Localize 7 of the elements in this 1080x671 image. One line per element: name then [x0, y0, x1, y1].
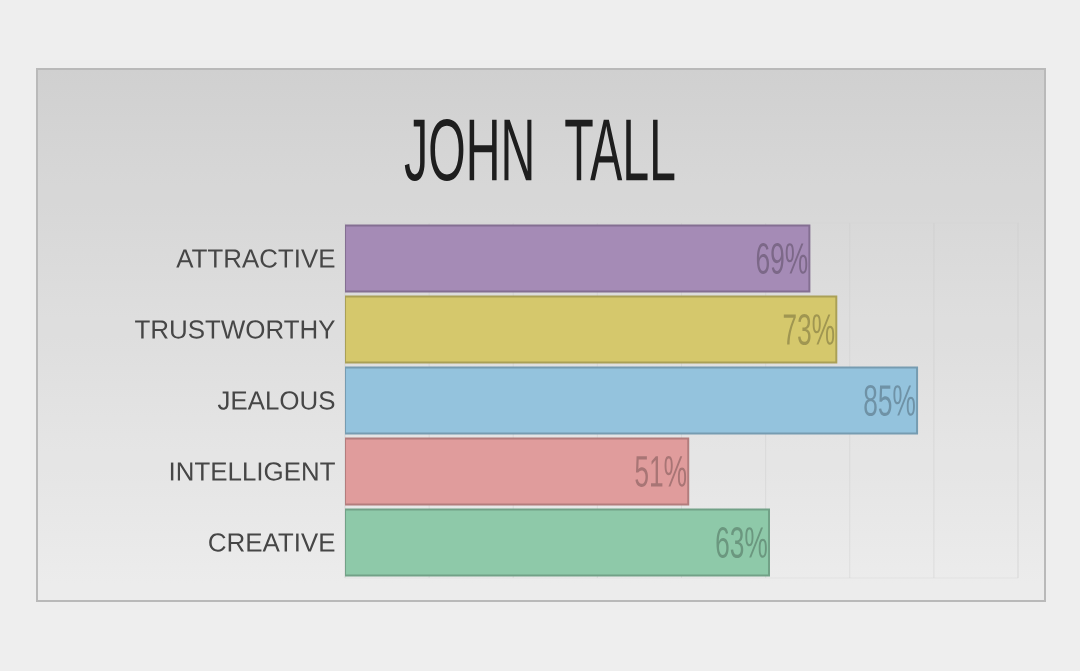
- y-tick-label: CREATIVE: [209, 533, 335, 552]
- y-tick-label: INTELLIGENT: [170, 462, 335, 481]
- y-tick-label: ATTRACTIVE: [176, 249, 335, 268]
- y-tick-label: JEALOUS: [217, 391, 335, 410]
- chart-title: JOHN TALL: [404, 118, 675, 182]
- y-tick-label: TRUSTWORTHY: [135, 320, 335, 339]
- data-label: 51%: [635, 456, 687, 487]
